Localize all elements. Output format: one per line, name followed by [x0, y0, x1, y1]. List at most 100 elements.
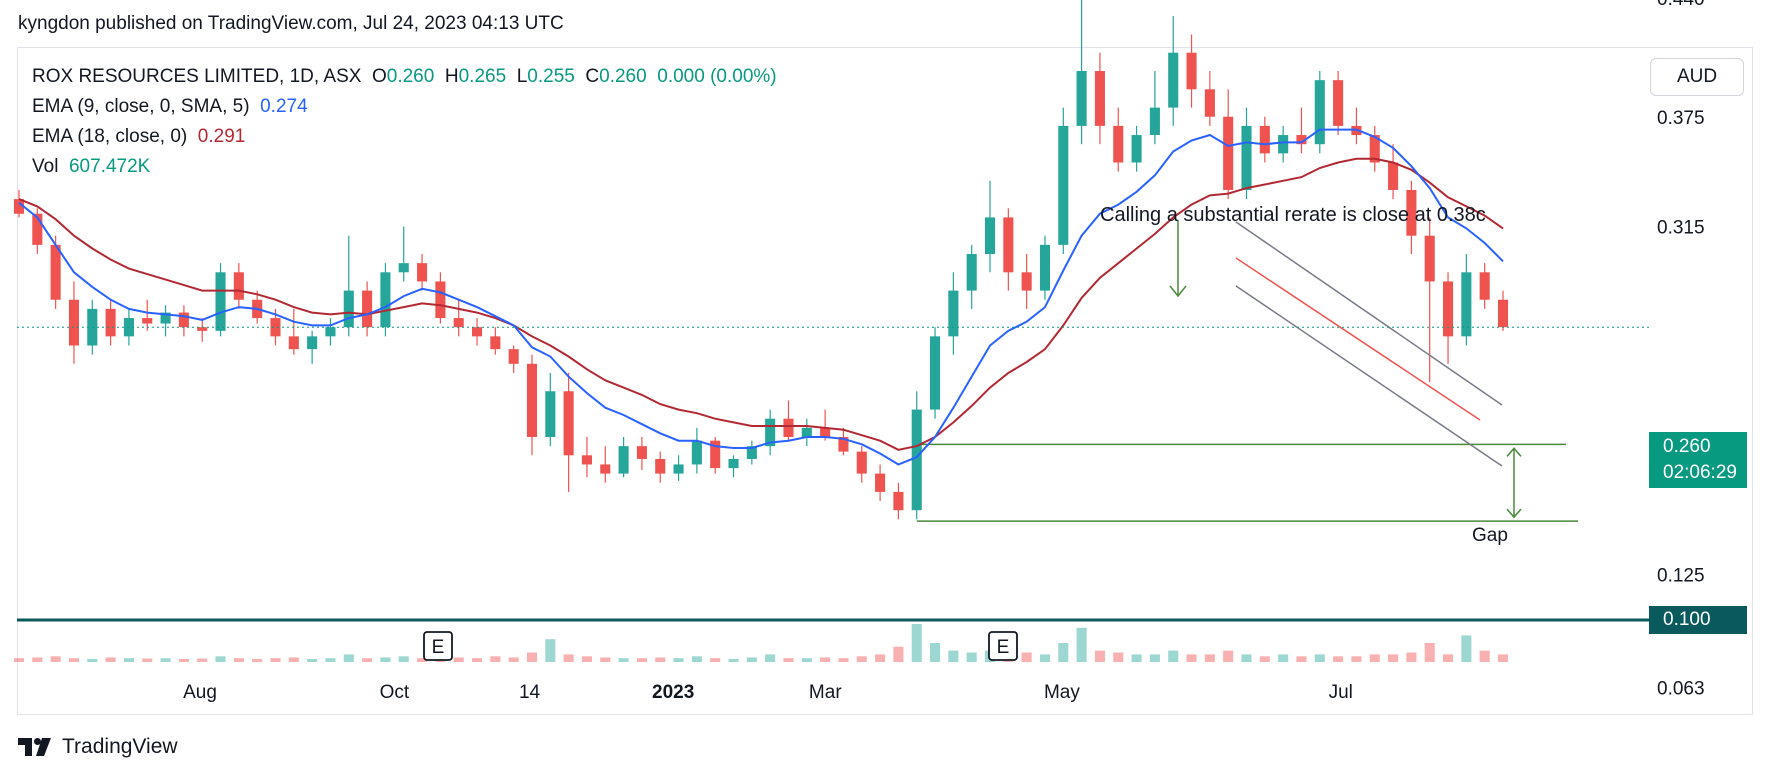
- volume-bar: [765, 654, 776, 662]
- symbol-label[interactable]: ROX RESOURCES LIMITED, 1D, ASX: [32, 66, 362, 87]
- volume-bar: [1149, 654, 1160, 662]
- earnings-letter: E: [432, 637, 445, 658]
- legend-ema18-row[interactable]: EMA (18, close, 0) 0.291: [32, 122, 777, 152]
- volume-bar: [545, 639, 556, 662]
- candle: [1204, 71, 1215, 126]
- candle: [1113, 107, 1124, 172]
- volume-bar: [948, 650, 959, 662]
- legend-symbol-row: ROX RESOURCES LIMITED, 1D, ASX O0.260 H0…: [32, 62, 777, 92]
- candle: [325, 318, 336, 346]
- candle: [911, 391, 922, 520]
- earnings-marker-oct[interactable]: E: [423, 631, 453, 661]
- volume-bar: [123, 658, 134, 662]
- candle: [1369, 125, 1380, 172]
- price-tick: 0.315: [1657, 218, 1705, 239]
- volume-bar: [417, 658, 428, 662]
- volume-bar: [1168, 650, 1179, 662]
- candle: [875, 464, 886, 502]
- candle: [1168, 16, 1179, 126]
- candle: [1058, 107, 1069, 254]
- legend-ema9-row[interactable]: EMA (9, close, 0, SMA, 5) 0.274: [32, 92, 777, 122]
- candle: [362, 281, 373, 337]
- volume-bar: [215, 656, 226, 662]
- candle: [453, 299, 464, 337]
- tradingview-logo[interactable]: TradingView: [18, 735, 178, 759]
- low-value: 0.255: [527, 66, 575, 87]
- volume-bar: [1186, 654, 1197, 662]
- candle: [618, 437, 629, 478]
- call-annotation: Calling a substantial rerate is close at…: [1100, 204, 1486, 226]
- candle: [288, 308, 299, 355]
- volume-bar: [581, 656, 592, 662]
- candle: [728, 455, 739, 478]
- volume-bar: [142, 658, 153, 662]
- time-tick: May: [1044, 682, 1080, 703]
- volume-bar: [1461, 635, 1472, 662]
- candle: [893, 482, 904, 520]
- candle: [1131, 125, 1142, 172]
- candle: [1296, 107, 1307, 154]
- ema9-line: [18, 128, 1504, 466]
- volume-bar: [1479, 650, 1490, 662]
- published-caption: kyngdon published on TradingView.com, Ju…: [18, 13, 564, 34]
- volume-bar: [1094, 650, 1105, 662]
- low-label: L: [516, 66, 528, 87]
- candle: [691, 427, 702, 474]
- candle: [801, 418, 812, 447]
- volume-bar: [13, 658, 25, 662]
- close-label: C: [585, 66, 600, 87]
- legend-volume-row[interactable]: Vol 607.472K: [32, 152, 777, 182]
- gap-arrow-up: [1506, 447, 1522, 457]
- candle: [178, 305, 189, 337]
- candle: [197, 318, 208, 342]
- last-price-value: 0.260: [1663, 436, 1711, 457]
- currency-button[interactable]: AUD: [1650, 58, 1744, 96]
- ema9-label: EMA (9, close, 0, SMA, 5): [32, 96, 250, 117]
- candle: [1461, 254, 1472, 346]
- change-value: 0.000 (0.00%): [657, 66, 777, 87]
- candle: [471, 318, 483, 346]
- open-label: O: [371, 66, 387, 87]
- volume-bar: [307, 658, 318, 662]
- candle: [1333, 71, 1344, 136]
- volume-bar: [68, 658, 80, 662]
- candle: [380, 263, 391, 337]
- candle: [655, 451, 666, 483]
- candle: [1241, 107, 1252, 200]
- level-price-tag: 0.100: [1649, 606, 1747, 634]
- volume-bar: [178, 658, 189, 662]
- candle: [307, 330, 318, 364]
- high-value: 0.265: [458, 66, 507, 87]
- volume-bar: [1497, 654, 1509, 662]
- candle: [1259, 116, 1270, 163]
- volume-bar: [1058, 643, 1069, 662]
- candle: [746, 440, 757, 465]
- volume-bar: [746, 657, 757, 662]
- volume-bar: [233, 658, 244, 662]
- candle: [1479, 263, 1490, 309]
- volume-value: 607.472K: [68, 156, 151, 177]
- earnings-marker-mar[interactable]: E: [988, 631, 1018, 661]
- volume-bar: [1424, 643, 1435, 662]
- candle: [32, 208, 43, 254]
- volume-bar: [1351, 656, 1362, 662]
- time-axis: Aug Oct 14 2023 Mar May Jul: [183, 682, 1353, 703]
- candle: [1003, 208, 1014, 291]
- channel-mid-line: [1235, 257, 1481, 421]
- volume-bar: [1241, 654, 1252, 662]
- channel-upper-line: [1235, 221, 1503, 406]
- candle: [948, 272, 959, 355]
- volume-bar: [1039, 654, 1051, 662]
- open-value: 0.260: [386, 66, 435, 87]
- volume-bar: [526, 652, 538, 662]
- volume-bar: [1442, 654, 1454, 662]
- volume-bar: [252, 658, 263, 662]
- channel-lower-line: [1235, 285, 1503, 467]
- ema18-label: EMA (18, close, 0): [32, 126, 188, 147]
- volume-bar: [1021, 652, 1032, 662]
- candle: [636, 437, 647, 470]
- candle: [820, 409, 831, 441]
- chart-legend: ROX RESOURCES LIMITED, 1D, ASX O0.260 H0…: [32, 62, 777, 182]
